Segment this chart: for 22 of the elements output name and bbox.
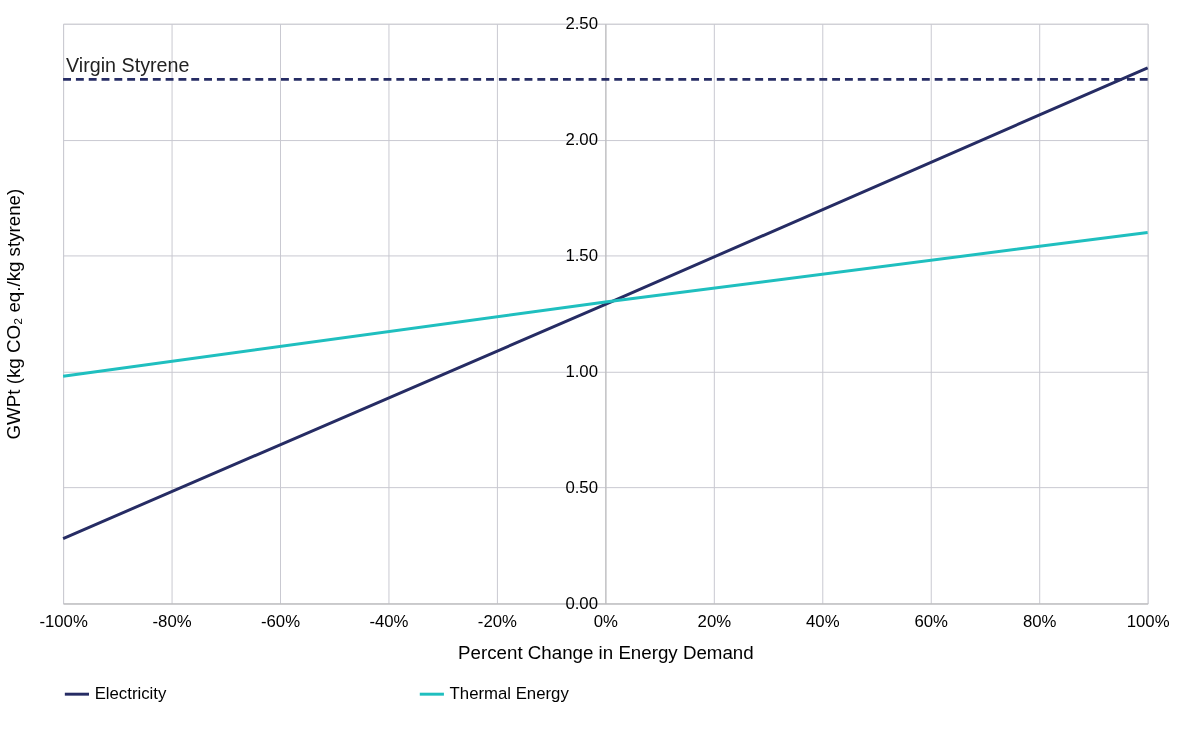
x-tick-label: -100% bbox=[39, 611, 88, 631]
y-tick-label: 1.00 bbox=[565, 362, 598, 381]
x-tick-label: -80% bbox=[152, 611, 192, 631]
legend-label: Electricity bbox=[94, 684, 167, 704]
y-tick-label: 0.50 bbox=[565, 477, 598, 497]
x-tick-label: 60% bbox=[914, 611, 949, 631]
x-tick-label: 80% bbox=[1022, 611, 1057, 631]
x-axis-title: Percent Change in Energy Demand bbox=[458, 642, 754, 664]
x-tick-label: 40% bbox=[806, 611, 840, 631]
y-axis-title: GWPt (kg CO₂ eq./kg styrene) bbox=[3, 188, 25, 440]
x-tick-label: 0% bbox=[593, 611, 619, 631]
x-tick-label: 100% bbox=[1126, 611, 1170, 631]
y-tick-label: 2.50 bbox=[565, 14, 598, 34]
x-tick-label: -20% bbox=[477, 611, 518, 631]
x-tick-label: 20% bbox=[697, 611, 732, 631]
legend-label: Thermal Energy bbox=[449, 684, 570, 704]
ref-line-label: Virgin Styrene bbox=[66, 54, 190, 77]
x-tick-label: -40% bbox=[369, 611, 409, 631]
y-tick-label: 2.00 bbox=[565, 130, 598, 150]
y-tick-label: 1.50 bbox=[565, 246, 598, 266]
y-tick-label: 0.00 bbox=[565, 593, 598, 613]
x-tick-label: -60% bbox=[260, 611, 301, 631]
